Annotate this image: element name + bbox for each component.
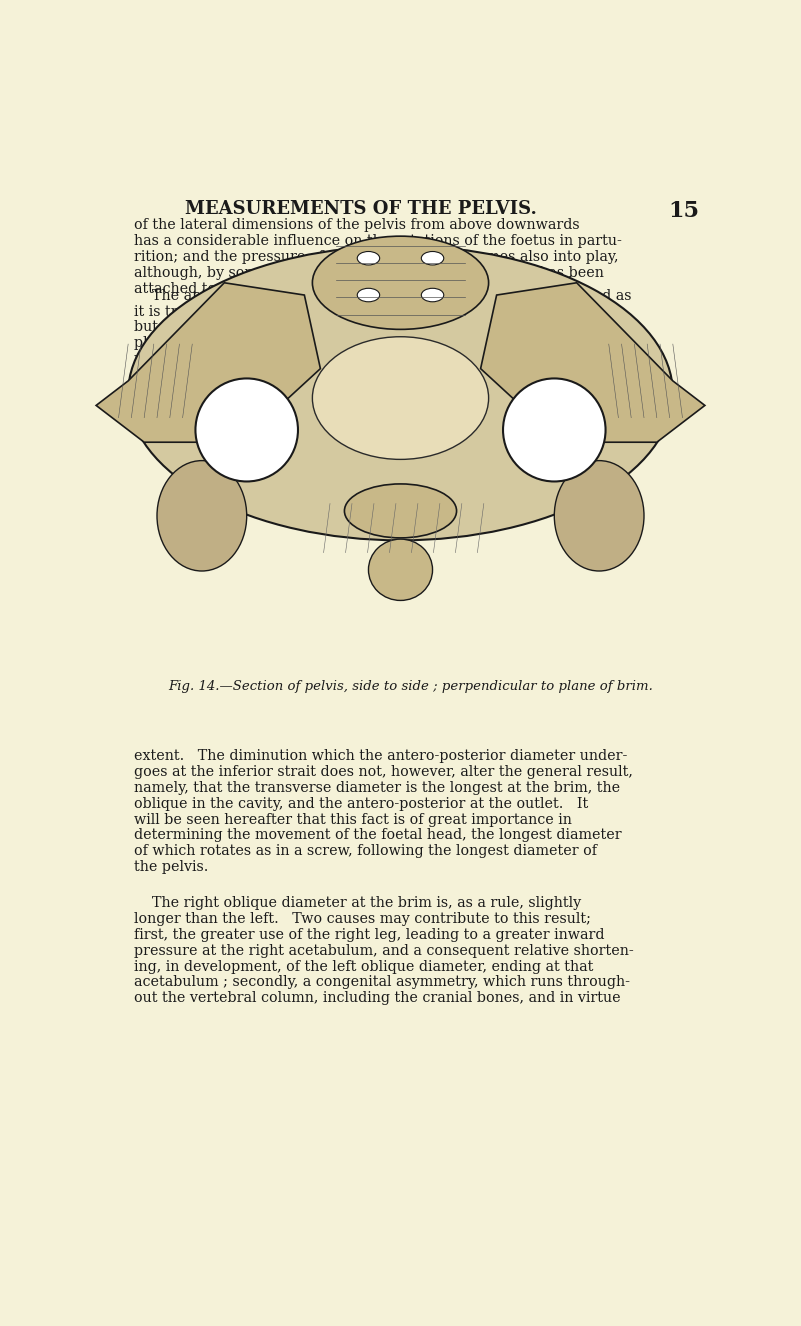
Ellipse shape	[312, 236, 489, 329]
Text: pressure at the right acetabulum, and a consequent relative shorten-: pressure at the right acetabulum, and a …	[135, 944, 634, 957]
Text: acetabulum ; secondly, a congenital asymmetry, which runs through-: acetabulum ; secondly, a congenital asym…	[135, 976, 630, 989]
Ellipse shape	[421, 288, 444, 302]
Text: longer than the left.   Two causes may contribute to this result;: longer than the left. Two causes may con…	[135, 912, 591, 926]
Text: it is traced downward from the brim into the cavity of the pelvis,: it is traced downward from the brim into…	[135, 305, 602, 318]
Ellipse shape	[195, 378, 298, 481]
Text: out the vertebral column, including the cranial bones, and in virtue: out the vertebral column, including the …	[135, 992, 621, 1005]
Text: first, the greater use of the right leg, leading to a greater inward: first, the greater use of the right leg,…	[135, 928, 605, 941]
Ellipse shape	[503, 378, 606, 481]
Text: The right oblique diameter at the brim is, as a rule, slightly: The right oblique diameter at the brim i…	[135, 896, 582, 910]
Ellipse shape	[157, 460, 247, 572]
Text: ing, in development, of the left oblique diameter, ending at that: ing, in development, of the left oblique…	[135, 960, 594, 973]
Text: but is diminished again rather suddenly when the inferior strait or: but is diminished again rather suddenly …	[135, 321, 615, 334]
Ellipse shape	[554, 460, 644, 572]
Polygon shape	[96, 282, 320, 443]
Ellipse shape	[357, 252, 380, 265]
Text: the pelvis.: the pelvis.	[135, 861, 208, 874]
Text: extent.   The diminution which the antero-posterior diameter under-: extent. The diminution which the antero-…	[135, 749, 628, 764]
Text: although, by some authors, an exaggerated importance has been: although, by some authors, an exaggerate…	[135, 265, 604, 280]
Text: Fig. 14.—Section of pelvis, side to side ; perpendicular to plane of brim.: Fig. 14.—Section of pelvis, side to side…	[168, 680, 653, 693]
Text: plane of outlet of the true rigid pelvis is reached.  Beyond this: plane of outlet of the true rigid pelvis…	[135, 337, 583, 350]
Ellipse shape	[368, 540, 433, 601]
Text: coccyx, supposing this bone to be pressed backward to its fullest: coccyx, supposing this bone to be presse…	[135, 367, 604, 382]
Text: has a considerable influence on the rotations of the foetus in partu-: has a considerable influence on the rota…	[135, 235, 622, 248]
Text: of which rotates as in a screw, following the longest diameter of: of which rotates as in a screw, followin…	[135, 845, 598, 858]
Text: goes at the inferior strait does not, however, alter the general result,: goes at the inferior strait does not, ho…	[135, 765, 633, 780]
Text: point it is again somewhat increased, owing to the mobility of the: point it is again somewhat increased, ow…	[135, 353, 608, 366]
Text: MEASUREMENTS OF THE PELVIS.: MEASUREMENTS OF THE PELVIS.	[185, 200, 537, 217]
Ellipse shape	[312, 337, 489, 459]
Ellipse shape	[128, 247, 673, 541]
Text: will be seen hereafter that this fact is of great importance in: will be seen hereafter that this fact is…	[135, 813, 572, 826]
Text: of the lateral dimensions of the pelvis from above downwards: of the lateral dimensions of the pelvis …	[135, 219, 580, 232]
Text: attached to them.: attached to them.	[135, 281, 263, 296]
Text: oblique in the cavity, and the antero-posterior at the outlet.   It: oblique in the cavity, and the antero-po…	[135, 797, 589, 810]
Ellipse shape	[357, 288, 380, 302]
Text: 15: 15	[668, 200, 699, 221]
Text: namely, that the transverse diameter is the longest at the brim, the: namely, that the transverse diameter is …	[135, 781, 621, 794]
Polygon shape	[481, 282, 705, 443]
Ellipse shape	[421, 252, 444, 265]
Text: rition; and the pressure of the inclined planes comes also into play,: rition; and the pressure of the inclined…	[135, 251, 618, 264]
Text: The antero-posterior diameter becomes considerably increased as: The antero-posterior diameter becomes co…	[135, 289, 632, 302]
Text: determining the movement of the foetal head, the longest diameter: determining the movement of the foetal h…	[135, 829, 622, 842]
Ellipse shape	[344, 484, 457, 538]
